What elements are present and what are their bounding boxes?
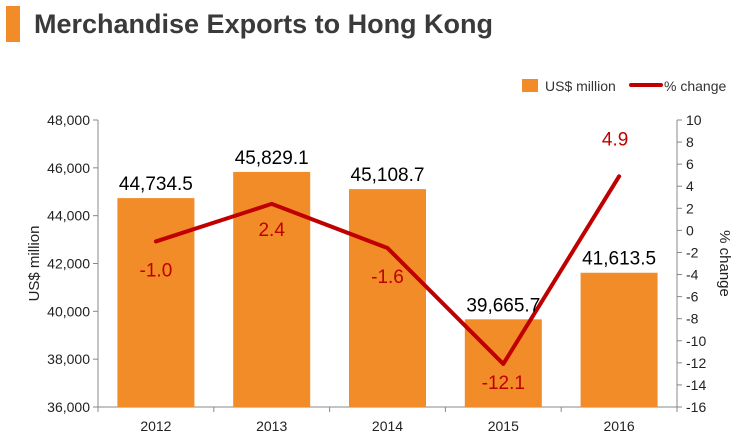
left-tick-label: 38,000 xyxy=(47,351,90,367)
right-tick-label: 4 xyxy=(686,178,694,194)
line-data-label: -1.0 xyxy=(140,260,173,281)
bar-data-label: 45,108.7 xyxy=(351,165,425,186)
bar-data-label: 39,665.7 xyxy=(466,295,540,316)
legend-label-bar: US$ million xyxy=(545,78,616,94)
left-tick-label: 36,000 xyxy=(47,399,90,415)
line-data-label: 2.4 xyxy=(258,220,285,241)
bar-2016 xyxy=(580,272,658,407)
bar-2012 xyxy=(117,198,195,407)
bar-2014 xyxy=(349,189,426,407)
x-tick-label: 2013 xyxy=(256,418,287,434)
right-tick-label: 8 xyxy=(686,134,694,150)
right-tick-label: 6 xyxy=(686,156,694,172)
legend-label-line: % change xyxy=(664,78,726,94)
left-tick-label: 44,000 xyxy=(47,208,90,224)
title-accent-bar xyxy=(6,6,20,42)
right-tick-label: -8 xyxy=(686,311,699,327)
line-data-label: 4.9 xyxy=(602,129,628,150)
x-tick-label: 2016 xyxy=(604,418,635,434)
line-series-percent-change xyxy=(153,174,622,366)
chart-title: Merchandise Exports to Hong Kong xyxy=(34,9,494,39)
right-tick-label: 10 xyxy=(686,112,702,128)
x-tick-label: 2012 xyxy=(140,418,171,434)
line-data-label: -12.1 xyxy=(482,373,525,394)
left-tick-label: 40,000 xyxy=(47,303,90,319)
right-tick-label: 2 xyxy=(686,200,694,216)
bar-data-label: 41,613.5 xyxy=(582,249,656,270)
right-tick-label: -2 xyxy=(686,244,699,260)
right-tick-label: -4 xyxy=(686,267,699,283)
left-tick-label: 42,000 xyxy=(47,256,90,272)
left-tick-label: 46,000 xyxy=(47,160,90,176)
y-axis-title: US$ million xyxy=(26,226,43,302)
x-tick-label: 2014 xyxy=(372,418,403,434)
right-tick-label: -6 xyxy=(686,289,699,305)
right-tick-label: -10 xyxy=(686,333,706,349)
bar-data-label: 44,734.5 xyxy=(119,174,193,195)
bar-data-label: 45,829.1 xyxy=(235,148,309,169)
right-tick-label: -16 xyxy=(686,399,706,415)
y2-axis-title: % change xyxy=(716,230,733,297)
title-bar: Merchandise Exports to Hong Kong xyxy=(0,0,750,50)
right-tick-label: -12 xyxy=(686,355,706,371)
left-tick-label: 48,000 xyxy=(47,112,90,128)
line-data-label: -1.6 xyxy=(371,267,404,288)
bar-2013 xyxy=(233,171,311,407)
right-tick-label: -14 xyxy=(686,377,706,393)
right-tick-label: 0 xyxy=(686,222,694,238)
legend-swatch-bar xyxy=(522,79,538,92)
x-tick-label: 2015 xyxy=(488,418,519,434)
